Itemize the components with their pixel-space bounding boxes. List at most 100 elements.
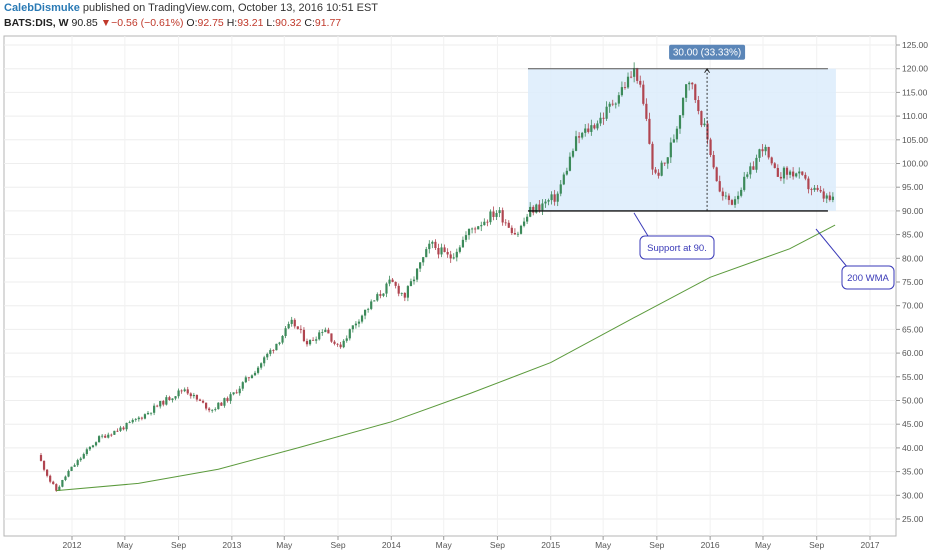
candle-body [470, 228, 474, 230]
candle-body [226, 398, 229, 402]
candle-body [740, 189, 743, 196]
y-tick-label: 120.00 [902, 64, 928, 74]
candle-body [305, 341, 309, 345]
candle-body [235, 392, 238, 394]
y-tick-label: 50.00 [902, 396, 924, 406]
candle-body [293, 319, 296, 327]
close-value: 91.77 [314, 17, 342, 29]
x-tick-label: May [117, 540, 134, 550]
candle-body [409, 281, 413, 287]
candle-body [46, 469, 49, 476]
y-tick-label: 65.00 [902, 324, 924, 334]
y-tick-label: 30.00 [902, 490, 924, 500]
candle-body [232, 392, 235, 395]
candle-body [113, 430, 116, 435]
x-tick-label: Sep [490, 540, 505, 550]
candle-body [452, 257, 455, 259]
candle-body [455, 251, 458, 258]
candle-body [211, 409, 214, 411]
candle-body [275, 343, 278, 351]
candle-body [568, 156, 572, 171]
price-change: −0.56 (−0.61%) [111, 17, 184, 29]
candle-body [795, 173, 798, 177]
candle-body [513, 233, 516, 235]
candle-body [629, 76, 633, 78]
candle-body [746, 174, 749, 177]
candle-body [64, 476, 67, 480]
candle-body [263, 357, 266, 364]
candle-body [61, 479, 64, 487]
time-axis[interactable]: 2012 May Sep 2013 May Sep 2014 May Sep 2015 May Sep… [63, 536, 880, 550]
candle-body [605, 106, 608, 119]
candle-body [694, 84, 697, 101]
candle-body [507, 222, 510, 228]
candle-body [602, 117, 605, 119]
candle-body [67, 470, 70, 477]
candle-body [379, 294, 382, 296]
candle-body [52, 481, 55, 485]
y-tick-label: 40.00 [902, 443, 924, 453]
candle-body [752, 166, 755, 170]
candle-body [312, 339, 315, 341]
candle-body [94, 442, 98, 446]
candle-body [590, 125, 593, 132]
support-callout[interactable]: Support at 90. [633, 212, 715, 260]
candle-body [651, 143, 654, 170]
open-label: O: [186, 17, 198, 29]
candle-body [146, 412, 150, 415]
candle-body [776, 167, 779, 177]
candle-body [449, 254, 452, 259]
candle-body [189, 393, 192, 397]
candle-body [688, 82, 691, 85]
candle-body [162, 401, 165, 405]
candle-body [721, 191, 724, 197]
symbol-info: BATS:DIS, W 90.85 ▼−0.56 (−0.61%) O:92.7… [4, 17, 341, 29]
candle-body [354, 323, 358, 326]
candle-body [82, 454, 85, 459]
candle-body [220, 402, 223, 406]
symbol-name: BATS:DIS, W [4, 17, 69, 29]
candle-body [773, 163, 776, 168]
measure-box[interactable] [528, 68, 836, 211]
candle-body [574, 136, 578, 151]
candle-body [247, 377, 250, 379]
measure-label-box[interactable]: 30.00 (33.33%) [669, 44, 746, 60]
candle-body [486, 221, 489, 223]
x-tick-label: 2012 [63, 540, 82, 550]
candle-body [709, 139, 712, 156]
candles [39, 62, 834, 492]
candle-body [571, 150, 575, 157]
x-tick-label: 2015 [541, 540, 560, 550]
candle-body [425, 249, 428, 258]
publish-text: published on TradingView.com, October 13… [82, 2, 379, 14]
y-tick-label: 100.00 [902, 159, 928, 169]
candle-body [171, 398, 174, 400]
candle-body [666, 157, 669, 164]
candle-body [406, 286, 409, 298]
candle-body [703, 123, 706, 126]
x-tick-label: Sep [171, 540, 186, 550]
candle-body [749, 166, 752, 175]
candle-body [614, 103, 617, 105]
candle-body [39, 455, 43, 461]
candle-body [223, 398, 226, 406]
candle-body [654, 169, 657, 173]
open-value: 92.75 [197, 17, 224, 29]
candle-body [238, 388, 241, 394]
candle-body [825, 195, 828, 199]
candle-body [593, 125, 596, 129]
candle-body [596, 123, 599, 129]
candle-body [587, 128, 590, 132]
x-tick-label: Sep [649, 540, 664, 550]
candle-body [743, 176, 746, 190]
candle-body [143, 414, 147, 419]
candle-body [675, 128, 679, 140]
candle-body [318, 332, 321, 340]
candle-body [79, 458, 82, 461]
price-axis[interactable]: 25.00 30.00 35.00 40.00 45.00 50.00 55.00 60.00… [896, 40, 928, 524]
candle-body [770, 157, 773, 164]
wma-callout[interactable]: 200 WMA [815, 228, 895, 290]
author-link[interactable]: CalebDismuke [4, 2, 80, 14]
candle-body [104, 435, 107, 438]
